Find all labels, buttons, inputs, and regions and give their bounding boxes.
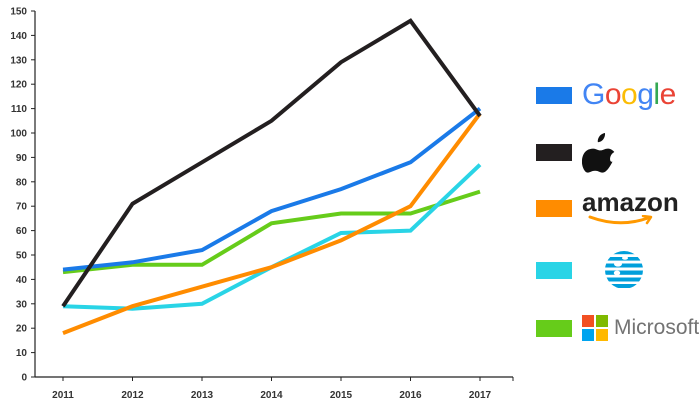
y-tick-label: 10: [16, 348, 28, 359]
amazon-logo: amazon: [582, 188, 679, 228]
chart-axes: [34, 11, 513, 378]
y-tick-label: 90: [16, 153, 28, 164]
legend-item-amazon: amazon: [536, 188, 679, 228]
y-tick-label: 50: [16, 251, 28, 262]
legend-item-microsoft: Microsoft: [536, 308, 699, 348]
x-tick-label: 2013: [191, 390, 214, 401]
y-tick-label: 110: [11, 104, 28, 115]
apple-icon: [582, 133, 615, 173]
google-logo-letter: l: [653, 78, 660, 111]
y-tick-label: 150: [10, 7, 27, 18]
x-tick-label: 2012: [121, 390, 144, 401]
series-line-microsoft: [62, 189, 481, 275]
x-tick-label: 2016: [399, 390, 422, 401]
y-tick-label: 100: [10, 129, 27, 140]
legend-item-google: Google: [536, 75, 676, 115]
series-line-amazon: [62, 112, 482, 335]
legend-swatch-att: [536, 261, 572, 279]
google-logo-text: Google: [582, 78, 676, 112]
x-tick-label: 2017: [469, 390, 492, 401]
y-tick-label: 130: [10, 55, 27, 66]
x-tick-label: 2011: [52, 390, 74, 401]
google-logo-letter: G: [582, 78, 605, 111]
microsoft-logo: Microsoft: [582, 308, 699, 348]
att-globe-icon: [605, 251, 643, 289]
legend: Google amazon: [536, 0, 699, 407]
legend-swatch-amazon: [536, 199, 572, 217]
y-tick-label: 140: [10, 31, 27, 42]
chart-lines: [61, 18, 482, 335]
google-logo-letter: o: [604, 78, 622, 111]
legend-swatch-microsoft: [536, 319, 572, 337]
y-tick-label: 40: [16, 275, 28, 286]
apple-logo: [582, 132, 618, 173]
y-tick-label: 20: [16, 324, 28, 335]
y-tick-label: 70: [16, 202, 28, 213]
google-logo-letter: g: [637, 78, 654, 111]
microsoft-windows-icon: [582, 315, 608, 341]
line-chart: 0 10 20 30 40 50 60 70 80 90 100 110 120 130 140 150 20…: [10, 7, 514, 401]
series-line-apple: [61, 18, 482, 308]
legend-swatch-apple: [536, 143, 572, 161]
y-axis-ticks: 0 10 20 30 40 50 60 70 80 90 100 110 120 130 140 150: [10, 7, 35, 384]
att-logo: [604, 250, 644, 290]
x-tick-label: 2015: [330, 390, 353, 401]
legend-swatch-google: [536, 86, 572, 104]
y-tick-label: 60: [16, 226, 28, 237]
amazon-logo-text: amazon: [582, 187, 679, 217]
amazon-smile-icon: [588, 215, 653, 225]
google-logo: Google: [582, 75, 676, 115]
legend-item-att: [536, 250, 644, 290]
x-tick-label: 2014: [260, 390, 283, 401]
y-tick-label: 0: [21, 373, 27, 384]
x-axis-ticks: 2011 2012 2013 2014 2015 2016 2017: [52, 377, 514, 401]
y-tick-label: 80: [16, 177, 28, 188]
series-line-att: [62, 163, 482, 311]
legend-item-apple: [536, 132, 618, 173]
series-line-google: [62, 107, 482, 272]
google-logo-letter: e: [659, 78, 677, 111]
microsoft-logo-text: Microsoft: [614, 316, 699, 339]
google-logo-letter: o: [621, 78, 638, 111]
y-tick-label: 30: [16, 299, 28, 310]
y-tick-label: 120: [10, 80, 27, 91]
